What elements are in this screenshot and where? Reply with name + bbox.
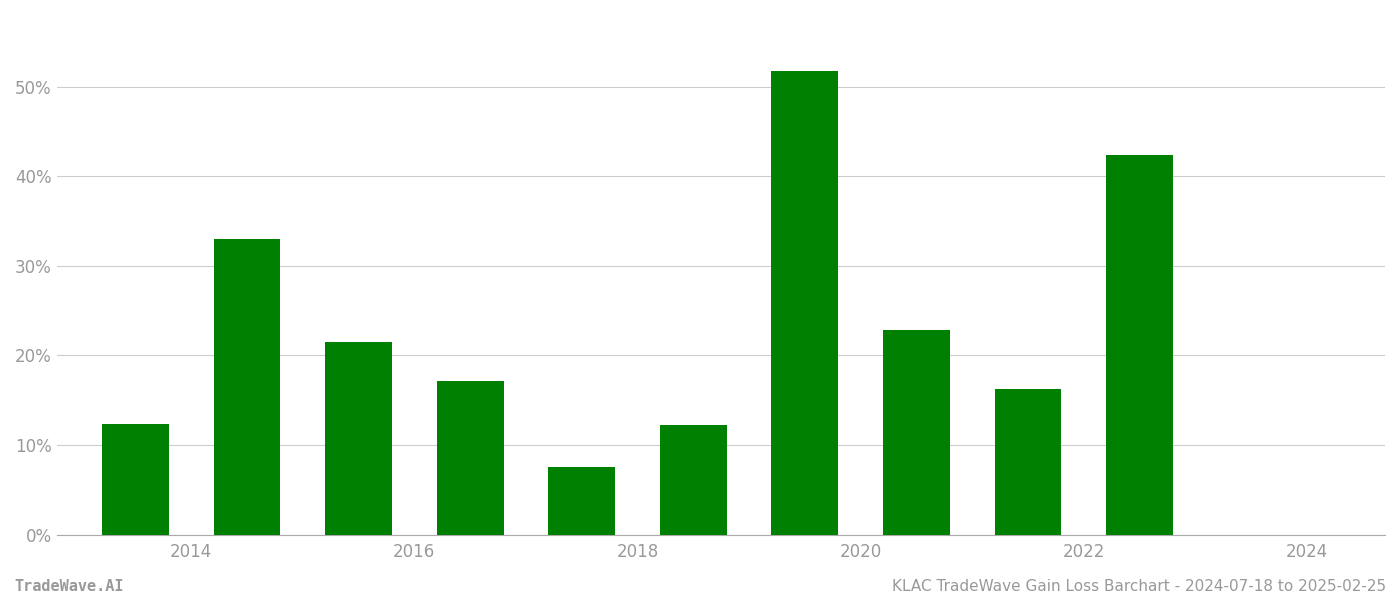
- Bar: [549, 467, 615, 535]
- Text: KLAC TradeWave Gain Loss Barchart - 2024-07-18 to 2025-02-25: KLAC TradeWave Gain Loss Barchart - 2024…: [892, 579, 1386, 594]
- Bar: [325, 342, 392, 535]
- Bar: [102, 424, 169, 535]
- Bar: [659, 425, 727, 535]
- Bar: [214, 239, 280, 535]
- Bar: [994, 389, 1061, 535]
- Bar: [883, 331, 949, 535]
- Bar: [1106, 155, 1173, 535]
- Bar: [437, 380, 504, 535]
- Bar: [771, 71, 839, 535]
- Text: TradeWave.AI: TradeWave.AI: [14, 579, 123, 594]
